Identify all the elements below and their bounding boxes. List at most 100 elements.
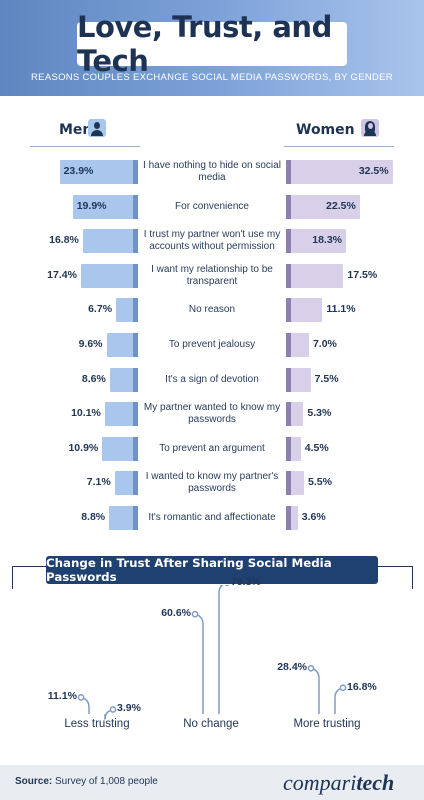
reason-label: To prevent an argument: [159, 442, 265, 454]
men-bar: [82, 229, 138, 254]
trust-value-label: 28.4%: [277, 661, 307, 674]
divider-women: [284, 146, 394, 147]
reason-label: For convenience: [175, 200, 249, 212]
trust-category-label: Less trusting: [64, 718, 130, 730]
bar-row: 9.6% To prevent jealousy 7.0%: [0, 331, 424, 359]
reason-label: No reason: [188, 304, 236, 316]
men-value-label: 9.6%: [78, 338, 103, 350]
women-value-label: 32.5%: [358, 165, 389, 177]
women-bar: [286, 471, 305, 496]
footer: Source: Survey of 1,008 people comparite…: [0, 765, 424, 800]
men-value-label: 17.4%: [47, 268, 77, 281]
bar-row: 6.7% No reason 11.1%: [0, 296, 424, 324]
women-value-label: 7.5%: [314, 372, 339, 385]
bar-row: 23.9% I have nothing to hide on social me…: [0, 158, 424, 186]
women-value-label: 4.5%: [304, 441, 329, 454]
bar-row: 10.9% To prevent an argument 4.5%: [0, 435, 424, 463]
section2-deco-right: [378, 566, 413, 589]
bar-row: 7.1% I wanted to know my partner's passwo…: [0, 469, 424, 497]
men-value-label: 8.6%: [81, 372, 106, 385]
men-value-label: 23.9%: [63, 165, 94, 177]
men-bar: [109, 506, 138, 530]
men-value-label: 7.1%: [86, 476, 111, 489]
bar-row: 16.8% I trust my partner won't use my acc…: [0, 227, 424, 255]
trust-stem-hook: [218, 585, 224, 593]
source-label: Source:: [15, 776, 53, 787]
men-bar: [109, 367, 138, 392]
reason-label: I want my relationship to be transparent: [151, 263, 273, 287]
women-value-label: 18.3%: [312, 234, 343, 247]
trust-value-label: 79.3%: [231, 575, 261, 588]
bar-row: 10.1% My partner wanted to know my passwo…: [0, 400, 424, 428]
women-value-label: 3.6%: [301, 511, 326, 523]
trust-value-label: 3.9%: [117, 702, 141, 715]
reason-label: I have nothing to hide on social media: [143, 160, 281, 183]
section2-deco-left: [12, 566, 47, 589]
men-bar: [72, 194, 138, 219]
reason-label: I wanted to know my partner's passwords: [145, 471, 279, 495]
bar-row: 8.6% It's a sign of devotion 7.5%: [0, 366, 424, 394]
brand-part2: tech: [356, 770, 395, 795]
trust-category-label: More trusting: [293, 718, 361, 730]
header-banner: Love, Trust, and Tech REASONS COUPLES EX…: [0, 0, 424, 96]
reason-label: It's a sign of devotion: [165, 373, 259, 385]
trust-point: [339, 684, 347, 692]
women-bar: [286, 160, 393, 184]
men-value-label: 8.8%: [81, 511, 106, 523]
brand-part1: compari: [283, 770, 357, 795]
page-title: Love, Trust, and Tech: [77, 10, 332, 78]
women-value-label: 17.5%: [347, 268, 378, 281]
men-value-label: 16.8%: [49, 234, 79, 247]
women-bar: [286, 229, 347, 254]
bar-row: 17.4% I want my relationship to be transp…: [0, 262, 424, 290]
trust-point: [109, 706, 117, 713]
men-bar: [102, 436, 138, 461]
men-bar: [59, 160, 138, 184]
women-bar: [286, 194, 360, 219]
men-bar: [106, 333, 138, 357]
source-text: Survey of 1,008 people: [55, 776, 158, 787]
trust-category-label: No change: [183, 718, 239, 730]
reason-label: To prevent jealousy: [168, 339, 256, 350]
women-value-label: 22.5%: [326, 199, 356, 212]
women-bar: [286, 333, 309, 357]
woman-avatar-icon: [361, 119, 379, 137]
reason-label: I trust my partner won't use my accounts…: [143, 229, 281, 253]
bar-row: 19.9% For convenience 22.5%: [0, 193, 424, 221]
divider-men: [30, 146, 140, 147]
women-bar: [286, 436, 301, 461]
trust-value-label: 60.6%: [161, 607, 191, 620]
trust-point: [307, 664, 315, 672]
women-bar: [286, 298, 323, 323]
women-bar: [286, 367, 311, 392]
trust-chart-title-text: Change in Trust After Sharing Social Med…: [46, 556, 332, 584]
legend-men: Men: [59, 122, 93, 138]
women-value-label: 5.5%: [308, 476, 332, 489]
men-bar: [114, 471, 138, 496]
page-subtitle: REASONS COUPLES EXCHANGE SOCIAL MEDIA PA…: [31, 72, 393, 83]
women-value-label: 7.0%: [312, 338, 337, 350]
title-box: Love, Trust, and Tech: [77, 10, 347, 78]
women-value-label: 5.3%: [307, 407, 332, 420]
brand-logo: comparitech: [283, 770, 394, 796]
women-value-label: 11.1%: [326, 303, 356, 316]
women-bar: [286, 402, 304, 427]
trust-value-label: 11.1%: [47, 690, 77, 703]
reason-label: My partner wanted to know my passwords: [143, 402, 281, 426]
bar-row: 8.8% It's romantic and affectionate 3.6%: [0, 504, 424, 532]
men-bar: [80, 263, 138, 288]
women-bar: [286, 506, 298, 530]
men-value-label: 10.9%: [68, 441, 99, 454]
man-avatar-icon: [88, 119, 106, 137]
men-value-label: 6.7%: [88, 303, 113, 316]
trust-value-label: 16.8%: [347, 680, 377, 693]
men-bar: [116, 298, 138, 323]
men-value-label: 19.9%: [76, 199, 107, 212]
trust-chart-title: Change in Trust After Sharing Social Med…: [46, 556, 378, 584]
reason-label: It's romantic and affectionate: [148, 512, 276, 523]
trust-point: [77, 694, 85, 701]
source-note: Source: Survey of 1,008 people: [15, 776, 158, 787]
trust-point: [191, 610, 199, 618]
legend-women: Women: [296, 122, 355, 138]
women-bar: [286, 263, 344, 288]
